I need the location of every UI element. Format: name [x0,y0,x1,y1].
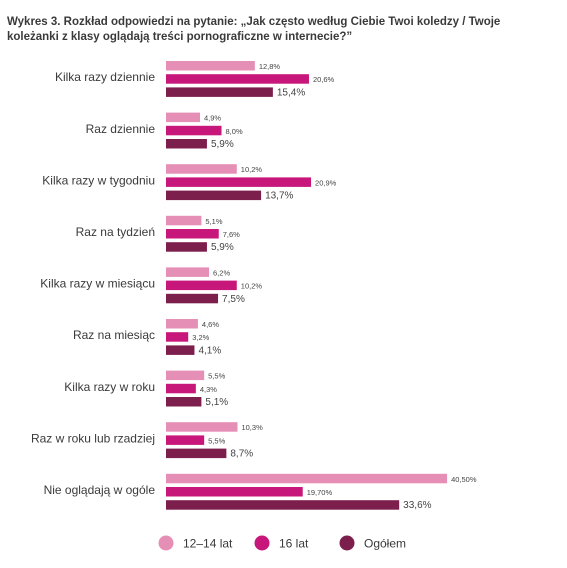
value-label: 4,3% [200,385,217,394]
bar [166,267,210,277]
bar [166,500,400,510]
value-label: 20,6% [313,75,335,84]
legend-marker [254,535,270,551]
value-label: 3,2% [192,333,209,342]
value-label: 5,9% [211,242,234,253]
bar [166,422,238,432]
bar [166,448,227,459]
value-label: 4,6% [202,320,219,329]
legend-label: Ogółem [364,537,406,551]
chart-title: Wykres 3. Rozkład odpowiedzi na pytanie:… [7,16,501,43]
bar [166,280,237,291]
bar [166,332,189,342]
bar [166,487,303,497]
bar [166,383,196,394]
bar [166,87,273,97]
category-label: Raz w roku lub rzadziej [31,431,155,445]
bar [166,177,312,187]
value-label: 5,5% [208,436,225,445]
value-label: 8,0% [226,127,243,136]
legend-marker [158,535,174,551]
bar [166,345,195,355]
category-label: Raz dziennie [86,122,156,136]
bar [166,397,202,407]
bar [166,473,448,484]
value-label: 40,50% [451,475,477,484]
bar [166,319,198,329]
category-label: Raz na tydzień [76,225,155,239]
category-label: Kilka razy w tygodniu [42,173,155,187]
value-label: 13,7% [265,191,293,202]
category-label: Kilka razy w miesiącu [40,277,155,291]
value-label: 33,6% [403,500,431,511]
value-label: 10,3% [241,423,263,432]
bar [166,74,309,84]
value-label: 4,9% [204,114,221,123]
value-label: 10,2% [241,282,263,291]
value-label: 7,5% [222,294,245,305]
category-label: Kilka razy dziennie [55,70,155,84]
bar [166,370,205,381]
value-label: 10,2% [241,165,263,174]
value-label: 5,5% [208,372,225,381]
value-label: 15,4% [277,87,305,98]
value-label: 6,2% [213,268,230,277]
bar [166,215,202,226]
bar [166,61,255,71]
category-label: Nie oglądają w ogóle [44,483,156,497]
bar [166,125,222,136]
category-label: Kilka razy w roku [64,380,155,394]
bar [166,229,219,239]
bar [166,139,207,149]
legend-label: 16 lat [279,537,309,551]
value-label: 4,1% [198,345,221,356]
value-label: 5,1% [205,397,228,408]
value-label: 12,8% [259,62,281,71]
bar [166,293,219,304]
bar [166,435,205,445]
value-label: 8,7% [230,449,253,460]
legend-label: 12–14 lat [183,537,233,551]
value-label: 20,9% [315,178,337,187]
value-label: 7,6% [223,230,240,239]
category-label: Raz na miesiąc [73,328,155,342]
legend-marker [339,535,355,551]
bar [166,190,262,201]
value-label: 19,70% [307,488,333,497]
value-label: 5,1% [205,217,222,226]
bar [166,242,207,252]
bar [166,164,237,174]
value-label: 5,9% [211,139,234,150]
bar [166,112,201,123]
